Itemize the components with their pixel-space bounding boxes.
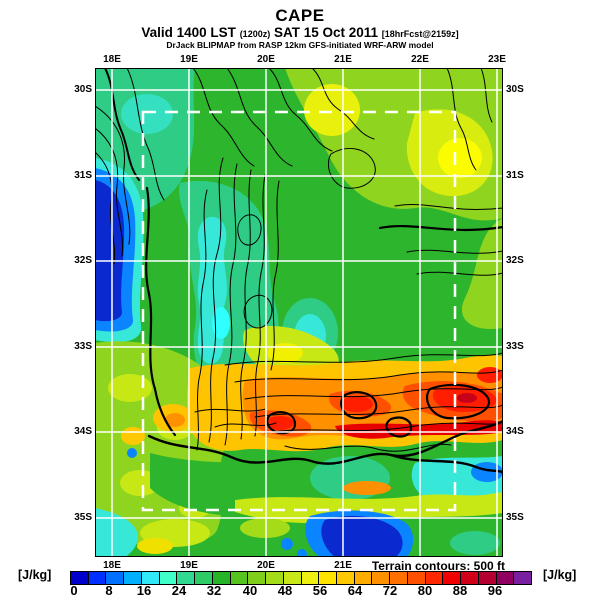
grid-lines	[95, 68, 503, 557]
cape-map-canvas	[94, 67, 505, 559]
colorbar-segment	[177, 572, 195, 584]
lat-label-right-30s: 30S	[506, 84, 524, 95]
colorbar-segment	[230, 572, 248, 584]
colorbar-segment	[372, 572, 390, 584]
terrain-contours-note: Terrain contours: 500 ft	[371, 559, 505, 573]
valid-date: SAT 15 Oct 2011	[273, 25, 379, 40]
model-attribution: DrJack BLIPMAP from RASP 12km GFS-initia…	[166, 40, 434, 50]
colorbar-tick-56: 56	[312, 583, 328, 598]
colorbar-segment	[337, 572, 354, 584]
lat-label-right-31s: 31S	[506, 170, 524, 181]
lon-label-top-23e: 23E	[488, 54, 506, 65]
lon-label-bottom-19e: 19E	[180, 560, 198, 571]
lat-label-left-35s: 35S	[74, 512, 92, 523]
lon-label-top-22e: 22E	[411, 54, 429, 65]
units-label-left: [J/kg]	[18, 568, 52, 582]
colorbar-segment	[443, 572, 461, 584]
colorbar-segment	[390, 572, 407, 584]
colorbar-segment	[88, 572, 106, 584]
colorbar-segment	[71, 572, 88, 584]
init-time: (1200z)	[239, 29, 271, 39]
colorbar-tick-8: 8	[105, 583, 113, 598]
colorbar-segment	[195, 572, 212, 584]
colorbar-tick-64: 64	[347, 583, 363, 598]
map-frame	[95, 68, 503, 557]
colorbar-segment	[425, 572, 443, 584]
lon-label-top-20e: 20E	[257, 54, 275, 65]
terrain-contours	[94, 67, 505, 475]
colorbar-tick-0: 0	[70, 583, 78, 598]
colorbar-segment	[407, 572, 425, 584]
lat-label-left-30s: 30S	[74, 84, 92, 95]
lat-label-right-34s: 34S	[506, 426, 524, 437]
colorbar-tick-32: 32	[206, 583, 222, 598]
lon-label-top-21e: 21E	[334, 54, 352, 65]
colorbar-segment	[159, 572, 177, 584]
lon-label-bottom-21e: 21E	[334, 560, 352, 571]
lat-label-right-33s: 33S	[506, 341, 524, 352]
colorbar-segment	[514, 572, 532, 584]
page-title: CAPE	[275, 6, 325, 25]
lat-label-left-31s: 31S	[74, 170, 92, 181]
colorbar-segment	[354, 572, 372, 584]
cape-map	[94, 67, 505, 559]
lon-label-bottom-20e: 20E	[257, 560, 275, 571]
colorbar-tick-40: 40	[242, 583, 258, 598]
cape-field	[95, 68, 503, 559]
colorbar-tick-96: 96	[487, 583, 503, 598]
colorbar-segment	[106, 572, 124, 584]
colorbar-segment	[461, 572, 478, 584]
valid-time: Valid 1400 LST	[141, 25, 236, 40]
colorbar-tick-48: 48	[277, 583, 293, 598]
colorbar-tick-24: 24	[171, 583, 187, 598]
colorbar-segment	[496, 572, 514, 584]
colorbar-segment	[248, 572, 266, 584]
lon-label-top-18e: 18E	[103, 54, 121, 65]
colorbar-segment	[478, 572, 496, 584]
units-label-right: [J/kg]	[543, 568, 577, 582]
lat-label-right-32s: 32S	[506, 255, 524, 266]
colorbar-tick-88: 88	[452, 583, 468, 598]
colorbar	[70, 571, 532, 585]
colorbar-segment	[301, 572, 319, 584]
colorbar-segment	[319, 572, 337, 584]
colorbar-segment	[266, 572, 283, 584]
colorbar-segment	[283, 572, 301, 584]
colorbar-segment	[124, 572, 141, 584]
lat-label-left-33s: 33S	[74, 341, 92, 352]
colorbar-tick-80: 80	[417, 583, 433, 598]
forecast-tag: [18hrFcst@2159z]	[381, 29, 459, 39]
lat-label-left-34s: 34S	[74, 426, 92, 437]
domain-boundary	[141, 110, 457, 512]
lon-label-bottom-18e: 18E	[103, 560, 121, 571]
colorbar-segment	[141, 572, 159, 584]
lat-label-left-32s: 32S	[74, 255, 92, 266]
valid-time-line: Valid 1400 LST (1200z) SAT 15 Oct 2011 […	[0, 25, 600, 40]
lon-label-top-19e: 19E	[180, 54, 198, 65]
colorbar-tick-72: 72	[382, 583, 398, 598]
colorbar-tick-16: 16	[136, 583, 152, 598]
lat-label-right-35s: 35S	[506, 512, 524, 523]
colorbar-segment	[212, 572, 230, 584]
